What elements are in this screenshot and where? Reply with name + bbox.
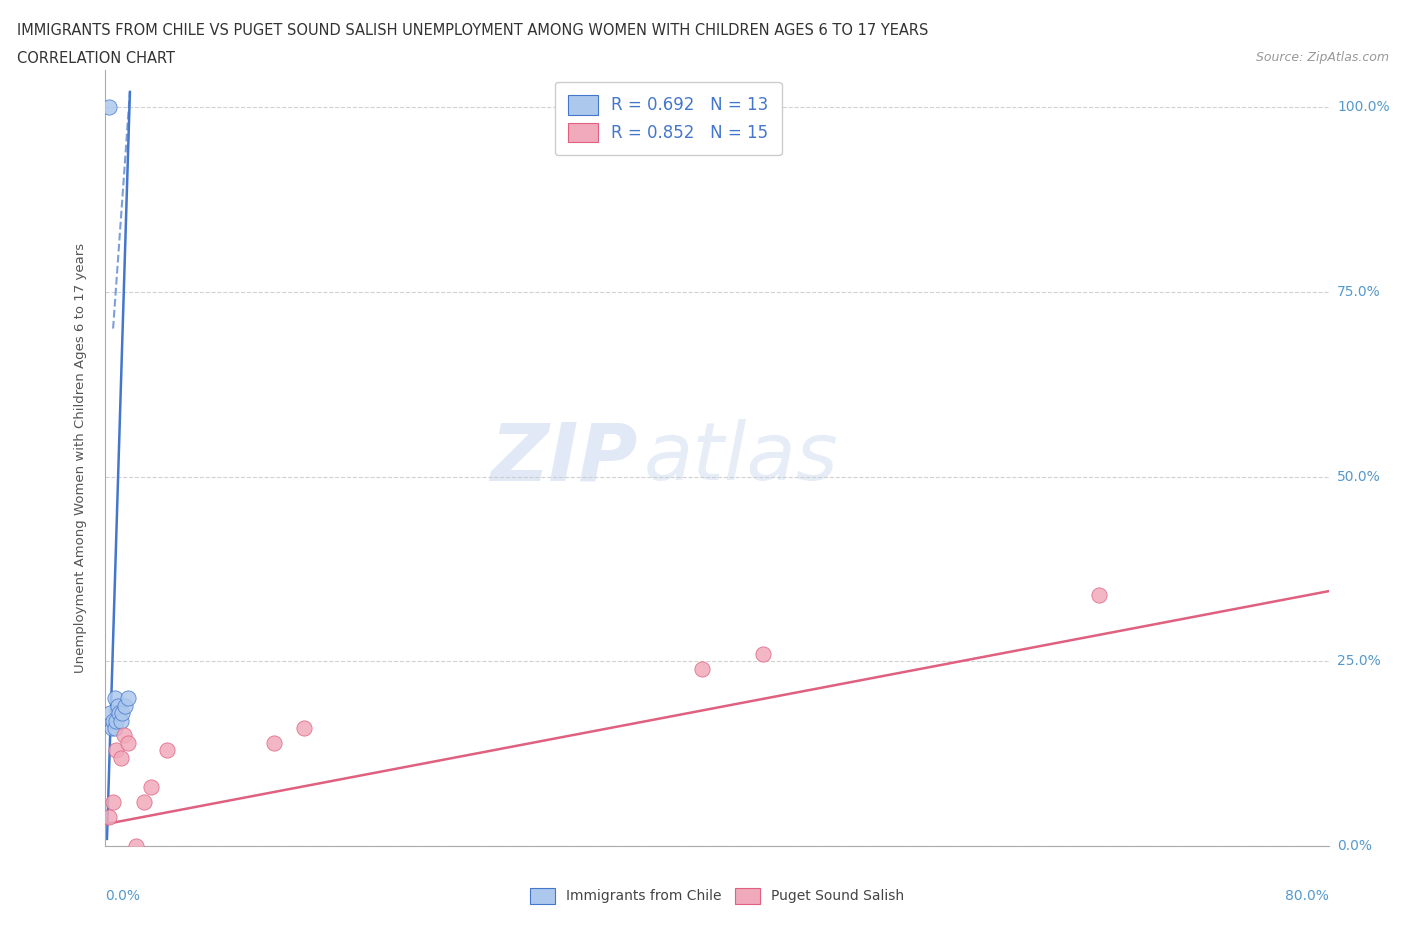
Point	[263, 736, 285, 751]
Point	[105, 743, 128, 758]
Point	[292, 721, 315, 736]
Point	[98, 706, 121, 721]
Point	[155, 743, 177, 758]
Point	[108, 706, 131, 721]
Point	[111, 706, 134, 721]
Point	[132, 794, 155, 809]
Text: Source: ZipAtlas.com: Source: ZipAtlas.com	[1256, 51, 1389, 64]
Point	[752, 646, 775, 661]
Point	[125, 839, 148, 854]
Point	[105, 713, 128, 728]
Point	[110, 713, 132, 728]
Text: 75.0%: 75.0%	[1337, 285, 1381, 299]
Text: 0.0%: 0.0%	[1337, 839, 1372, 854]
Point	[97, 100, 120, 114]
Point	[114, 698, 136, 713]
Point	[101, 794, 124, 809]
Text: CORRELATION CHART: CORRELATION CHART	[17, 51, 174, 66]
Point	[104, 691, 127, 706]
Point	[101, 713, 124, 728]
Text: 25.0%: 25.0%	[1337, 655, 1381, 669]
Text: 100.0%: 100.0%	[1337, 100, 1389, 113]
Point	[117, 691, 139, 706]
Text: 80.0%: 80.0%	[1285, 889, 1329, 903]
Text: ZIP: ZIP	[491, 419, 637, 497]
Point	[107, 698, 129, 713]
Text: 50.0%: 50.0%	[1337, 470, 1381, 484]
Y-axis label: Unemployment Among Women with Children Ages 6 to 17 years: Unemployment Among Women with Children A…	[75, 243, 87, 673]
Point	[110, 751, 132, 765]
Point	[112, 728, 135, 743]
Point	[117, 736, 139, 751]
Text: IMMIGRANTS FROM CHILE VS PUGET SOUND SALISH UNEMPLOYMENT AMONG WOMEN WITH CHILDR: IMMIGRANTS FROM CHILE VS PUGET SOUND SAL…	[17, 23, 928, 38]
Text: 0.0%: 0.0%	[105, 889, 141, 903]
Point	[104, 721, 127, 736]
Point	[1088, 588, 1111, 603]
Text: atlas: atlas	[644, 419, 838, 497]
Point	[690, 661, 713, 676]
Point	[141, 779, 163, 794]
Point	[100, 721, 122, 736]
Legend: Immigrants from Chile, Puget Sound Salish: Immigrants from Chile, Puget Sound Salis…	[524, 882, 910, 910]
Point	[97, 809, 120, 824]
